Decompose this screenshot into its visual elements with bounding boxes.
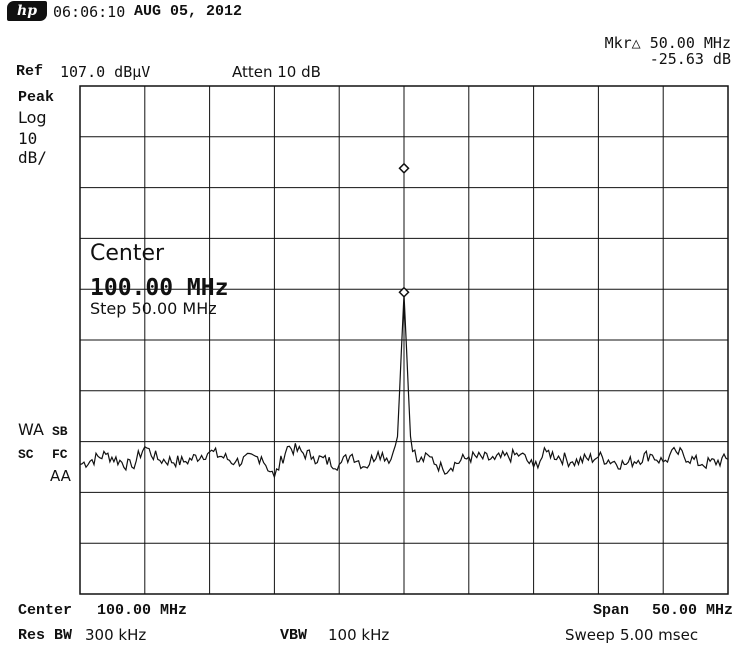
marker-delta <box>398 162 410 174</box>
footer-sweep-value: 5.00 msec <box>620 626 699 644</box>
detector-label: Peak <box>18 89 55 106</box>
clock-date: AUG 05, 2012 <box>134 3 243 20</box>
attenuation: Atten 10 dB <box>232 63 321 81</box>
footer-center-value: 100.00 MHz <box>97 602 188 619</box>
center-overlay-title: Center <box>90 241 165 266</box>
graticule <box>79 85 729 595</box>
ref-level: 107.0 dBµV <box>60 63 151 81</box>
scale-type: Log <box>18 108 47 127</box>
footer-vbw-label: VBW <box>280 627 308 644</box>
marker-delta-value: -25.63 dB <box>649 50 731 68</box>
markers <box>398 162 410 298</box>
wa-indicator: WA <box>18 420 44 439</box>
footer-span-value: 50.00 MHz <box>651 602 733 619</box>
spectrum-trace <box>79 294 729 480</box>
sc-indicator: SC <box>18 447 34 462</box>
footer-rbw-label: Res BW <box>18 627 73 644</box>
step-overlay: Step 50.00 MHz <box>90 299 217 318</box>
ref-prefix: Ref <box>16 63 44 80</box>
footer-span-label: Span <box>592 602 629 619</box>
sb-indicator: SB <box>52 424 68 439</box>
scale-value: 10 <box>18 129 38 148</box>
footer-center-label: Center <box>18 602 73 619</box>
center-overlay-value: 100.00 MHz <box>90 275 229 301</box>
footer-sweep-label: Sweep <box>565 626 615 644</box>
marker-reference <box>398 286 410 298</box>
footer-rbw-value: 300 kHz <box>85 626 147 644</box>
footer-vbw-value: 100 kHz <box>328 626 390 644</box>
clock-time: 06:06:10 <box>53 3 126 21</box>
marker-delta-label: Mkr△ 50.00 MHz <box>604 34 731 52</box>
hp-logo: hp <box>7 1 47 21</box>
graticule-border <box>79 85 729 595</box>
scale-unit: dB/ <box>18 148 47 167</box>
aa-indicator: AA <box>50 467 71 485</box>
fc-indicator: FC <box>52 447 68 462</box>
